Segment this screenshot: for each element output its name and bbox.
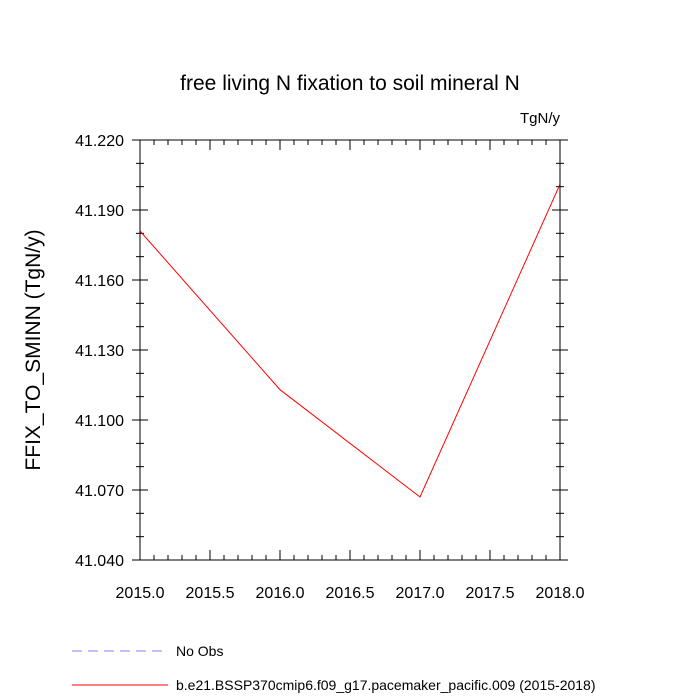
y-tick-label: 41.220 (75, 133, 124, 150)
legend-label-0: No Obs (176, 643, 223, 659)
y-tick-label: 41.130 (75, 343, 124, 360)
x-tick-label: 2017.5 (466, 585, 515, 602)
data-series (139, 184, 561, 498)
x-tick-label: 2018.0 (536, 585, 585, 602)
series-line-0 (139, 184, 561, 498)
chart-title: free living N fixation to soil mineral N (180, 72, 520, 95)
x-tick-label: 2016.0 (256, 585, 305, 602)
y-tick-label: 41.100 (75, 413, 124, 430)
y-tick-label: 41.040 (75, 553, 124, 570)
y-axis-label: FFIX_TO_SMINN (TgN/y) (22, 229, 45, 470)
plot-frame (139, 139, 561, 561)
y-tick-label: 41.070 (75, 483, 124, 500)
x-tick-label: 2016.5 (326, 585, 375, 602)
x-tick-label: 2015.5 (186, 585, 235, 602)
y-tick-label: 41.190 (75, 203, 124, 220)
legend: No Obs b.e21.BSSP370cmip6.f09_g17.pacemak… (72, 643, 596, 693)
x-tick-label: 2017.0 (396, 585, 445, 602)
x-tick-labels: 2015.0 2015.5 2016.0 2016.5 2017.0 2017.5 2018… (116, 585, 585, 602)
legend-label-1: b.e21.BSSP370cmip6.f09_g17.pacemaker_pac… (176, 677, 596, 693)
axis-ticks (132, 139, 568, 561)
y-tick-labels: 41.040 41.070 41.100 41.130 41.160 41.190 41.2… (75, 133, 124, 570)
x-tick-label: 2015.0 (116, 585, 165, 602)
units-label: TgN/y (520, 110, 561, 127)
y-tick-label: 41.160 (75, 273, 124, 290)
